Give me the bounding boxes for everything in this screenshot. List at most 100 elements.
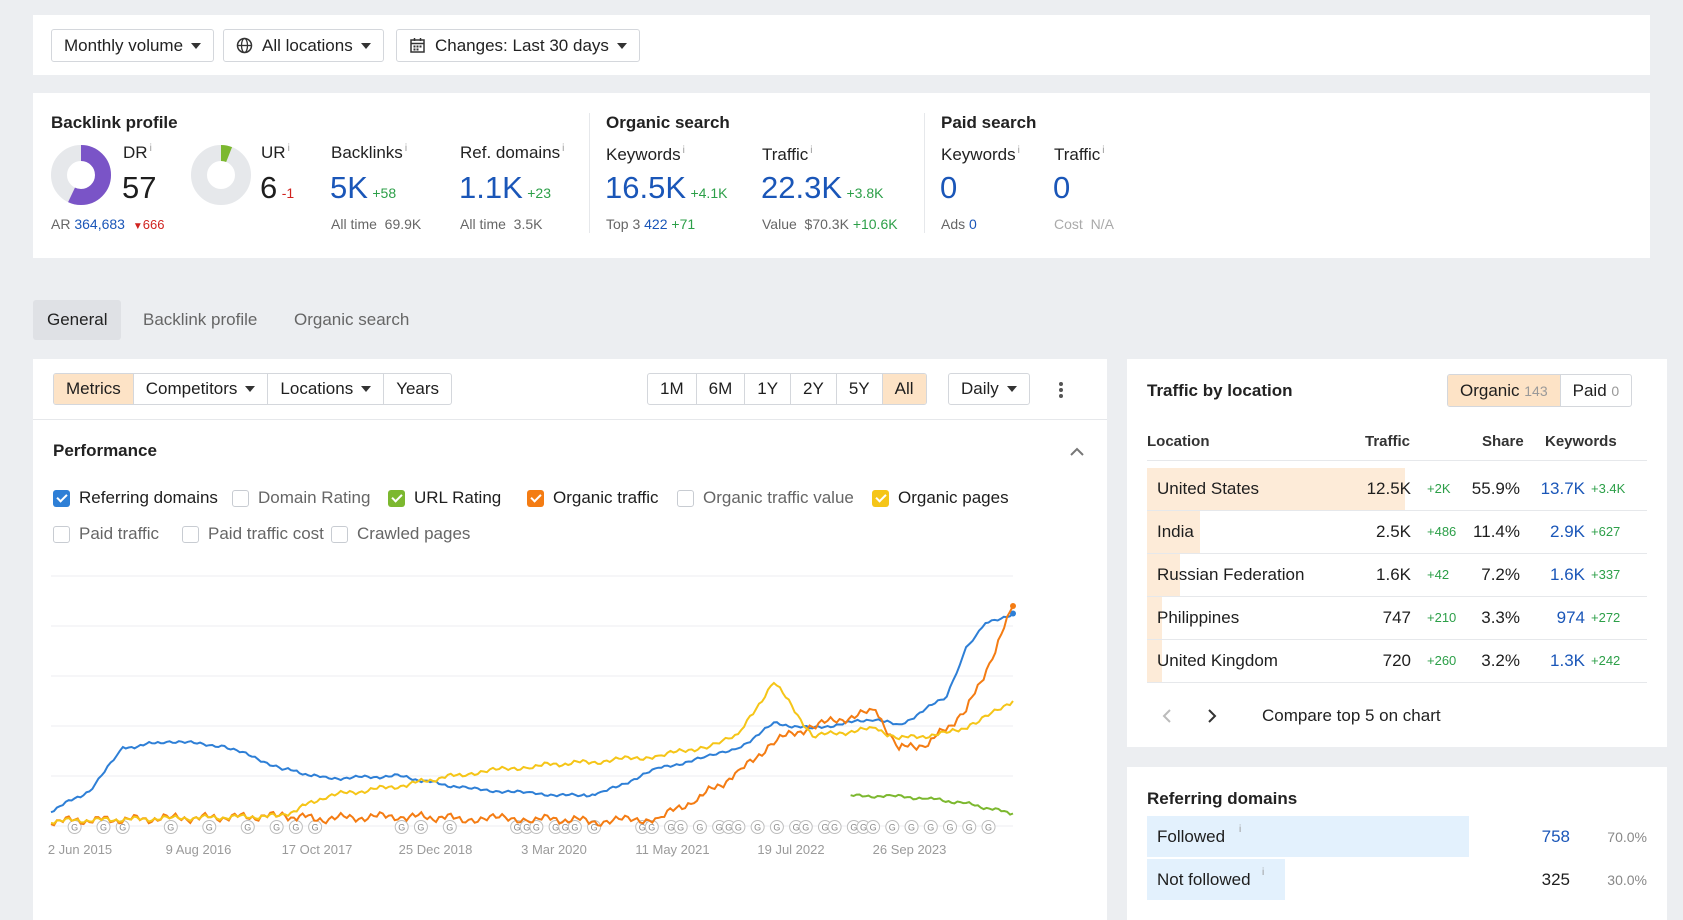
metric-organic-traffic[interactable]: Organic traffic	[527, 488, 659, 508]
google-update-marker[interactable]: G	[798, 820, 813, 834]
metric-referring-domains[interactable]: Referring domains	[53, 488, 218, 508]
series-line[interactable]	[50, 681, 1014, 825]
location-row[interactable]: Russian Federation 1.6K +42 7.2% 1.6K +337	[1147, 554, 1647, 597]
series-line[interactable]	[850, 793, 1014, 816]
info-icon[interactable]: i	[287, 143, 290, 155]
referring-domain-value[interactable]: 758	[1541, 827, 1570, 846]
tab-organic-search[interactable]: Organic search	[294, 310, 410, 329]
header-share[interactable]: Share	[1482, 433, 1524, 450]
info-icon[interactable]: i	[1262, 867, 1265, 878]
google-update-marker[interactable]: G	[308, 820, 323, 834]
info-icon[interactable]: i	[682, 145, 685, 157]
metric-checkbox[interactable]	[388, 489, 405, 507]
referring-domain-row[interactable]: Not followed i 325 30.0%	[1147, 859, 1647, 902]
google-update-marker[interactable]: G	[943, 820, 958, 834]
paid-keywords-value[interactable]: 0	[940, 170, 958, 205]
info-icon[interactable]: i	[810, 145, 813, 157]
location-keywords[interactable]: 1.6K	[1550, 565, 1585, 584]
metric-checkbox[interactable]	[53, 525, 70, 543]
google-update-marker[interactable]: G	[269, 820, 284, 834]
range-1y[interactable]: 1Y	[745, 374, 792, 404]
competitors-dropdown[interactable]: Competitors	[134, 374, 269, 404]
google-update-marker[interactable]: G	[856, 820, 871, 834]
info-icon[interactable]: i	[1017, 145, 1020, 157]
google-update-marker[interactable]: G	[923, 820, 938, 834]
google-update-marker[interactable]: G	[981, 820, 996, 834]
header-location[interactable]: Location	[1147, 433, 1210, 450]
info-icon[interactable]: i	[562, 143, 565, 155]
metric-organic-pages[interactable]: Organic pages	[872, 488, 1009, 508]
organic-keywords-value[interactable]: 16.5K	[605, 170, 687, 205]
metric-paid-traffic[interactable]: Paid traffic	[53, 524, 159, 544]
metric-checkbox[interactable]	[872, 489, 889, 507]
google-update-marker[interactable]: G	[750, 820, 765, 834]
tab-general[interactable]: General	[33, 300, 122, 340]
location-keywords[interactable]: 1.3K	[1550, 651, 1585, 670]
tab-backlink-profile[interactable]: Backlink profile	[143, 310, 258, 329]
referring-domain-row[interactable]: Followed i 758 70.0%	[1147, 816, 1647, 859]
years-tab[interactable]: Years	[396, 379, 440, 398]
google-update-marker[interactable]: G	[394, 820, 409, 834]
location-keywords[interactable]: 13.7K	[1540, 479, 1585, 498]
google-update-marker[interactable]: G	[288, 820, 303, 834]
metric-checkbox[interactable]	[232, 489, 249, 507]
metric-paid-traffic-cost[interactable]: Paid traffic cost	[182, 524, 324, 544]
location-keywords[interactable]: 974	[1556, 608, 1585, 627]
google-update-marker[interactable]: G	[731, 820, 746, 834]
collapse-chevron-icon[interactable]	[1070, 444, 1084, 462]
next-page-icon[interactable]	[1207, 708, 1217, 729]
google-update-marker[interactable]: G	[240, 820, 255, 834]
info-icon[interactable]: i	[404, 143, 408, 155]
info-icon[interactable]: i	[1102, 145, 1105, 157]
range-6m[interactable]: 6M	[697, 374, 746, 404]
google-update-marker[interactable]: G	[644, 820, 659, 834]
google-update-marker[interactable]: G	[567, 820, 582, 834]
range-1m[interactable]: 1M	[648, 374, 697, 404]
google-update-marker[interactable]: G	[529, 820, 544, 834]
organic-toggle[interactable]: Organic 143	[1448, 375, 1561, 406]
metrics-tab[interactable]: Metrics	[54, 374, 134, 404]
metric-checkbox[interactable]	[677, 489, 694, 507]
prev-page-icon[interactable]	[1162, 708, 1172, 729]
info-icon[interactable]: i	[1239, 824, 1242, 835]
refdomains-value[interactable]: 1.1K	[459, 170, 523, 205]
google-update-marker[interactable]: G	[885, 820, 900, 834]
google-update-marker[interactable]: G	[769, 820, 784, 834]
ar-value[interactable]: 364,683	[74, 216, 125, 232]
location-row[interactable]: India 2.5K +486 11.4% 2.9K +627	[1147, 511, 1647, 554]
metric-checkbox[interactable]	[182, 525, 199, 543]
header-keywords[interactable]: Keywords	[1545, 433, 1617, 450]
metric-checkbox[interactable]	[527, 489, 544, 507]
monthly-volume-dropdown[interactable]: Monthly volume	[51, 29, 215, 62]
location-keywords[interactable]: 2.9K	[1550, 522, 1585, 541]
changes-dropdown[interactable]: Changes: Last 30 days	[396, 29, 640, 62]
info-icon[interactable]: i	[149, 143, 152, 155]
range-all[interactable]: All	[882, 374, 926, 404]
locations-chart-dropdown[interactable]: Locations	[268, 374, 385, 404]
google-update-marker[interactable]: G	[827, 820, 842, 834]
google-update-marker[interactable]: G	[962, 820, 977, 834]
google-update-marker[interactable]: G	[413, 820, 428, 834]
metric-organic-traffic-value[interactable]: Organic traffic value	[677, 488, 854, 508]
google-update-marker[interactable]: G	[163, 820, 178, 834]
ads-value[interactable]: 0	[969, 216, 977, 232]
google-update-marker[interactable]: G	[692, 820, 707, 834]
backlinks-value[interactable]: 5K	[330, 170, 368, 205]
top3-value[interactable]: 422	[644, 216, 668, 232]
metric-checkbox[interactable]	[53, 489, 70, 507]
interval-dropdown[interactable]: Daily	[948, 373, 1030, 405]
google-update-marker[interactable]: G	[673, 820, 688, 834]
paid-traffic-value[interactable]: 0	[1053, 170, 1071, 205]
organic-traffic-value[interactable]: 22.3K	[761, 170, 843, 205]
series-line[interactable]	[50, 612, 1014, 814]
metric-checkbox[interactable]	[331, 525, 348, 543]
location-row[interactable]: United States 12.5K +2K 55.9% 13.7K +3.4K	[1147, 468, 1647, 511]
range-5y[interactable]: 5Y	[837, 374, 883, 404]
compare-top5-link[interactable]: Compare top 5 on chart	[1262, 706, 1441, 725]
more-options-icon[interactable]	[1058, 381, 1064, 399]
range-2y[interactable]: 2Y	[791, 374, 837, 404]
google-update-marker[interactable]: G	[202, 820, 217, 834]
metric-crawled-pages[interactable]: Crawled pages	[331, 524, 470, 544]
google-update-marker[interactable]: G	[96, 820, 111, 834]
